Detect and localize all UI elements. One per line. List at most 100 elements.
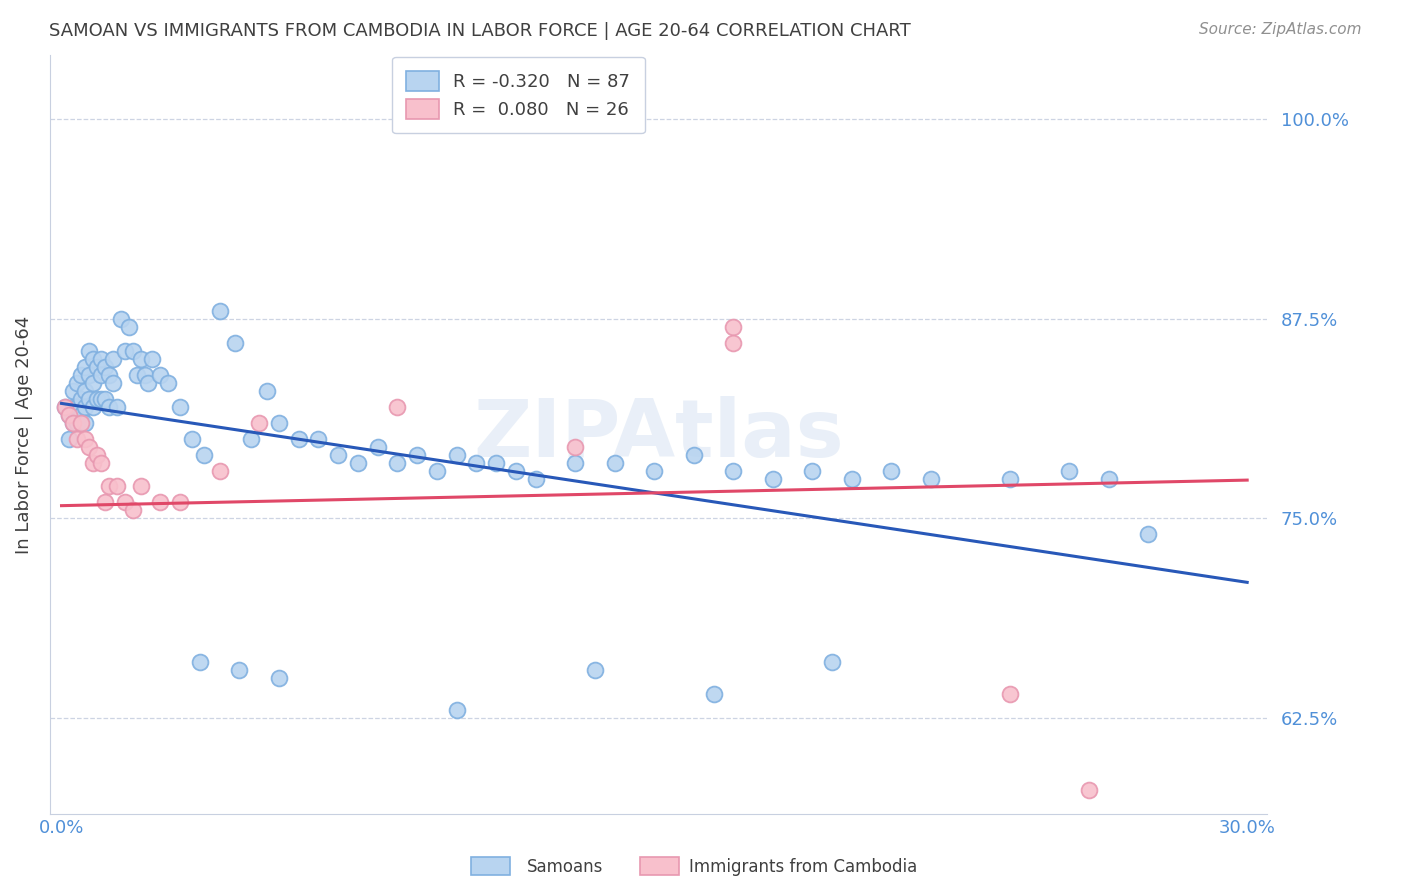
Point — [485, 456, 508, 470]
Point — [114, 495, 136, 509]
Point — [1098, 471, 1121, 485]
Point — [129, 351, 152, 366]
Point — [406, 448, 429, 462]
Point — [82, 376, 104, 390]
Point — [387, 400, 409, 414]
Point — [58, 408, 80, 422]
Point — [121, 503, 143, 517]
Point — [77, 368, 100, 382]
Point — [55, 400, 77, 414]
Point — [465, 456, 488, 470]
Point — [583, 663, 606, 677]
Point — [181, 432, 204, 446]
Point — [97, 479, 120, 493]
Point — [703, 687, 725, 701]
Point — [141, 351, 163, 366]
Point — [70, 416, 93, 430]
Point — [149, 368, 172, 382]
Point — [94, 359, 117, 374]
Point — [114, 343, 136, 358]
Point — [564, 440, 586, 454]
Point — [998, 687, 1021, 701]
Point — [101, 351, 124, 366]
Point — [62, 384, 84, 398]
Point — [90, 392, 112, 406]
Point — [256, 384, 278, 398]
Point — [90, 456, 112, 470]
Point — [75, 416, 97, 430]
Point — [1078, 783, 1101, 797]
Point — [62, 416, 84, 430]
Point — [426, 463, 449, 477]
Point — [97, 400, 120, 414]
Point — [86, 359, 108, 374]
Point — [70, 392, 93, 406]
Point — [880, 463, 903, 477]
Point — [224, 335, 246, 350]
Legend: R = -0.320   N = 87, R =  0.080   N = 26: R = -0.320 N = 87, R = 0.080 N = 26 — [392, 56, 645, 134]
Point — [821, 655, 844, 669]
Point — [90, 351, 112, 366]
Point — [62, 416, 84, 430]
Text: Source: ZipAtlas.com: Source: ZipAtlas.com — [1198, 22, 1361, 37]
Point — [121, 343, 143, 358]
Point — [240, 432, 263, 446]
Point — [75, 359, 97, 374]
Text: Immigrants from Cambodia: Immigrants from Cambodia — [689, 858, 917, 876]
Point — [70, 408, 93, 422]
Point — [149, 495, 172, 509]
Point — [603, 456, 626, 470]
Point — [998, 471, 1021, 485]
Point — [66, 432, 89, 446]
Point — [82, 351, 104, 366]
Point — [387, 456, 409, 470]
Point — [762, 471, 785, 485]
Point — [138, 376, 160, 390]
Point — [328, 448, 350, 462]
Point — [86, 448, 108, 462]
Point — [841, 471, 863, 485]
Point — [643, 463, 665, 477]
Point — [505, 463, 527, 477]
Point — [118, 319, 141, 334]
Point — [564, 456, 586, 470]
Point — [75, 384, 97, 398]
Text: Samoans: Samoans — [527, 858, 603, 876]
Point — [86, 392, 108, 406]
Point — [723, 463, 745, 477]
Point — [105, 400, 128, 414]
Point — [94, 392, 117, 406]
Point — [58, 432, 80, 446]
Point — [247, 416, 270, 430]
Point — [66, 416, 89, 430]
Point — [683, 448, 706, 462]
Point — [105, 479, 128, 493]
Point — [1059, 463, 1081, 477]
Point — [77, 392, 100, 406]
Text: ZIPAtlas: ZIPAtlas — [472, 395, 844, 474]
Point — [82, 456, 104, 470]
Point — [134, 368, 156, 382]
Point — [90, 368, 112, 382]
Point — [110, 311, 132, 326]
Point — [287, 432, 309, 446]
Point — [208, 463, 231, 477]
Point — [58, 408, 80, 422]
Point — [62, 400, 84, 414]
Point — [77, 343, 100, 358]
Point — [66, 376, 89, 390]
Point — [307, 432, 329, 446]
Point — [723, 319, 745, 334]
Point — [920, 471, 942, 485]
Point — [75, 432, 97, 446]
Point — [94, 495, 117, 509]
Point — [1137, 527, 1160, 541]
Point — [82, 400, 104, 414]
Point — [55, 400, 77, 414]
Text: SAMOAN VS IMMIGRANTS FROM CAMBODIA IN LABOR FORCE | AGE 20-64 CORRELATION CHART: SAMOAN VS IMMIGRANTS FROM CAMBODIA IN LA… — [49, 22, 911, 40]
Point — [66, 400, 89, 414]
Point — [446, 448, 468, 462]
Point — [101, 376, 124, 390]
Y-axis label: In Labor Force | Age 20-64: In Labor Force | Age 20-64 — [15, 316, 32, 554]
Point — [367, 440, 389, 454]
